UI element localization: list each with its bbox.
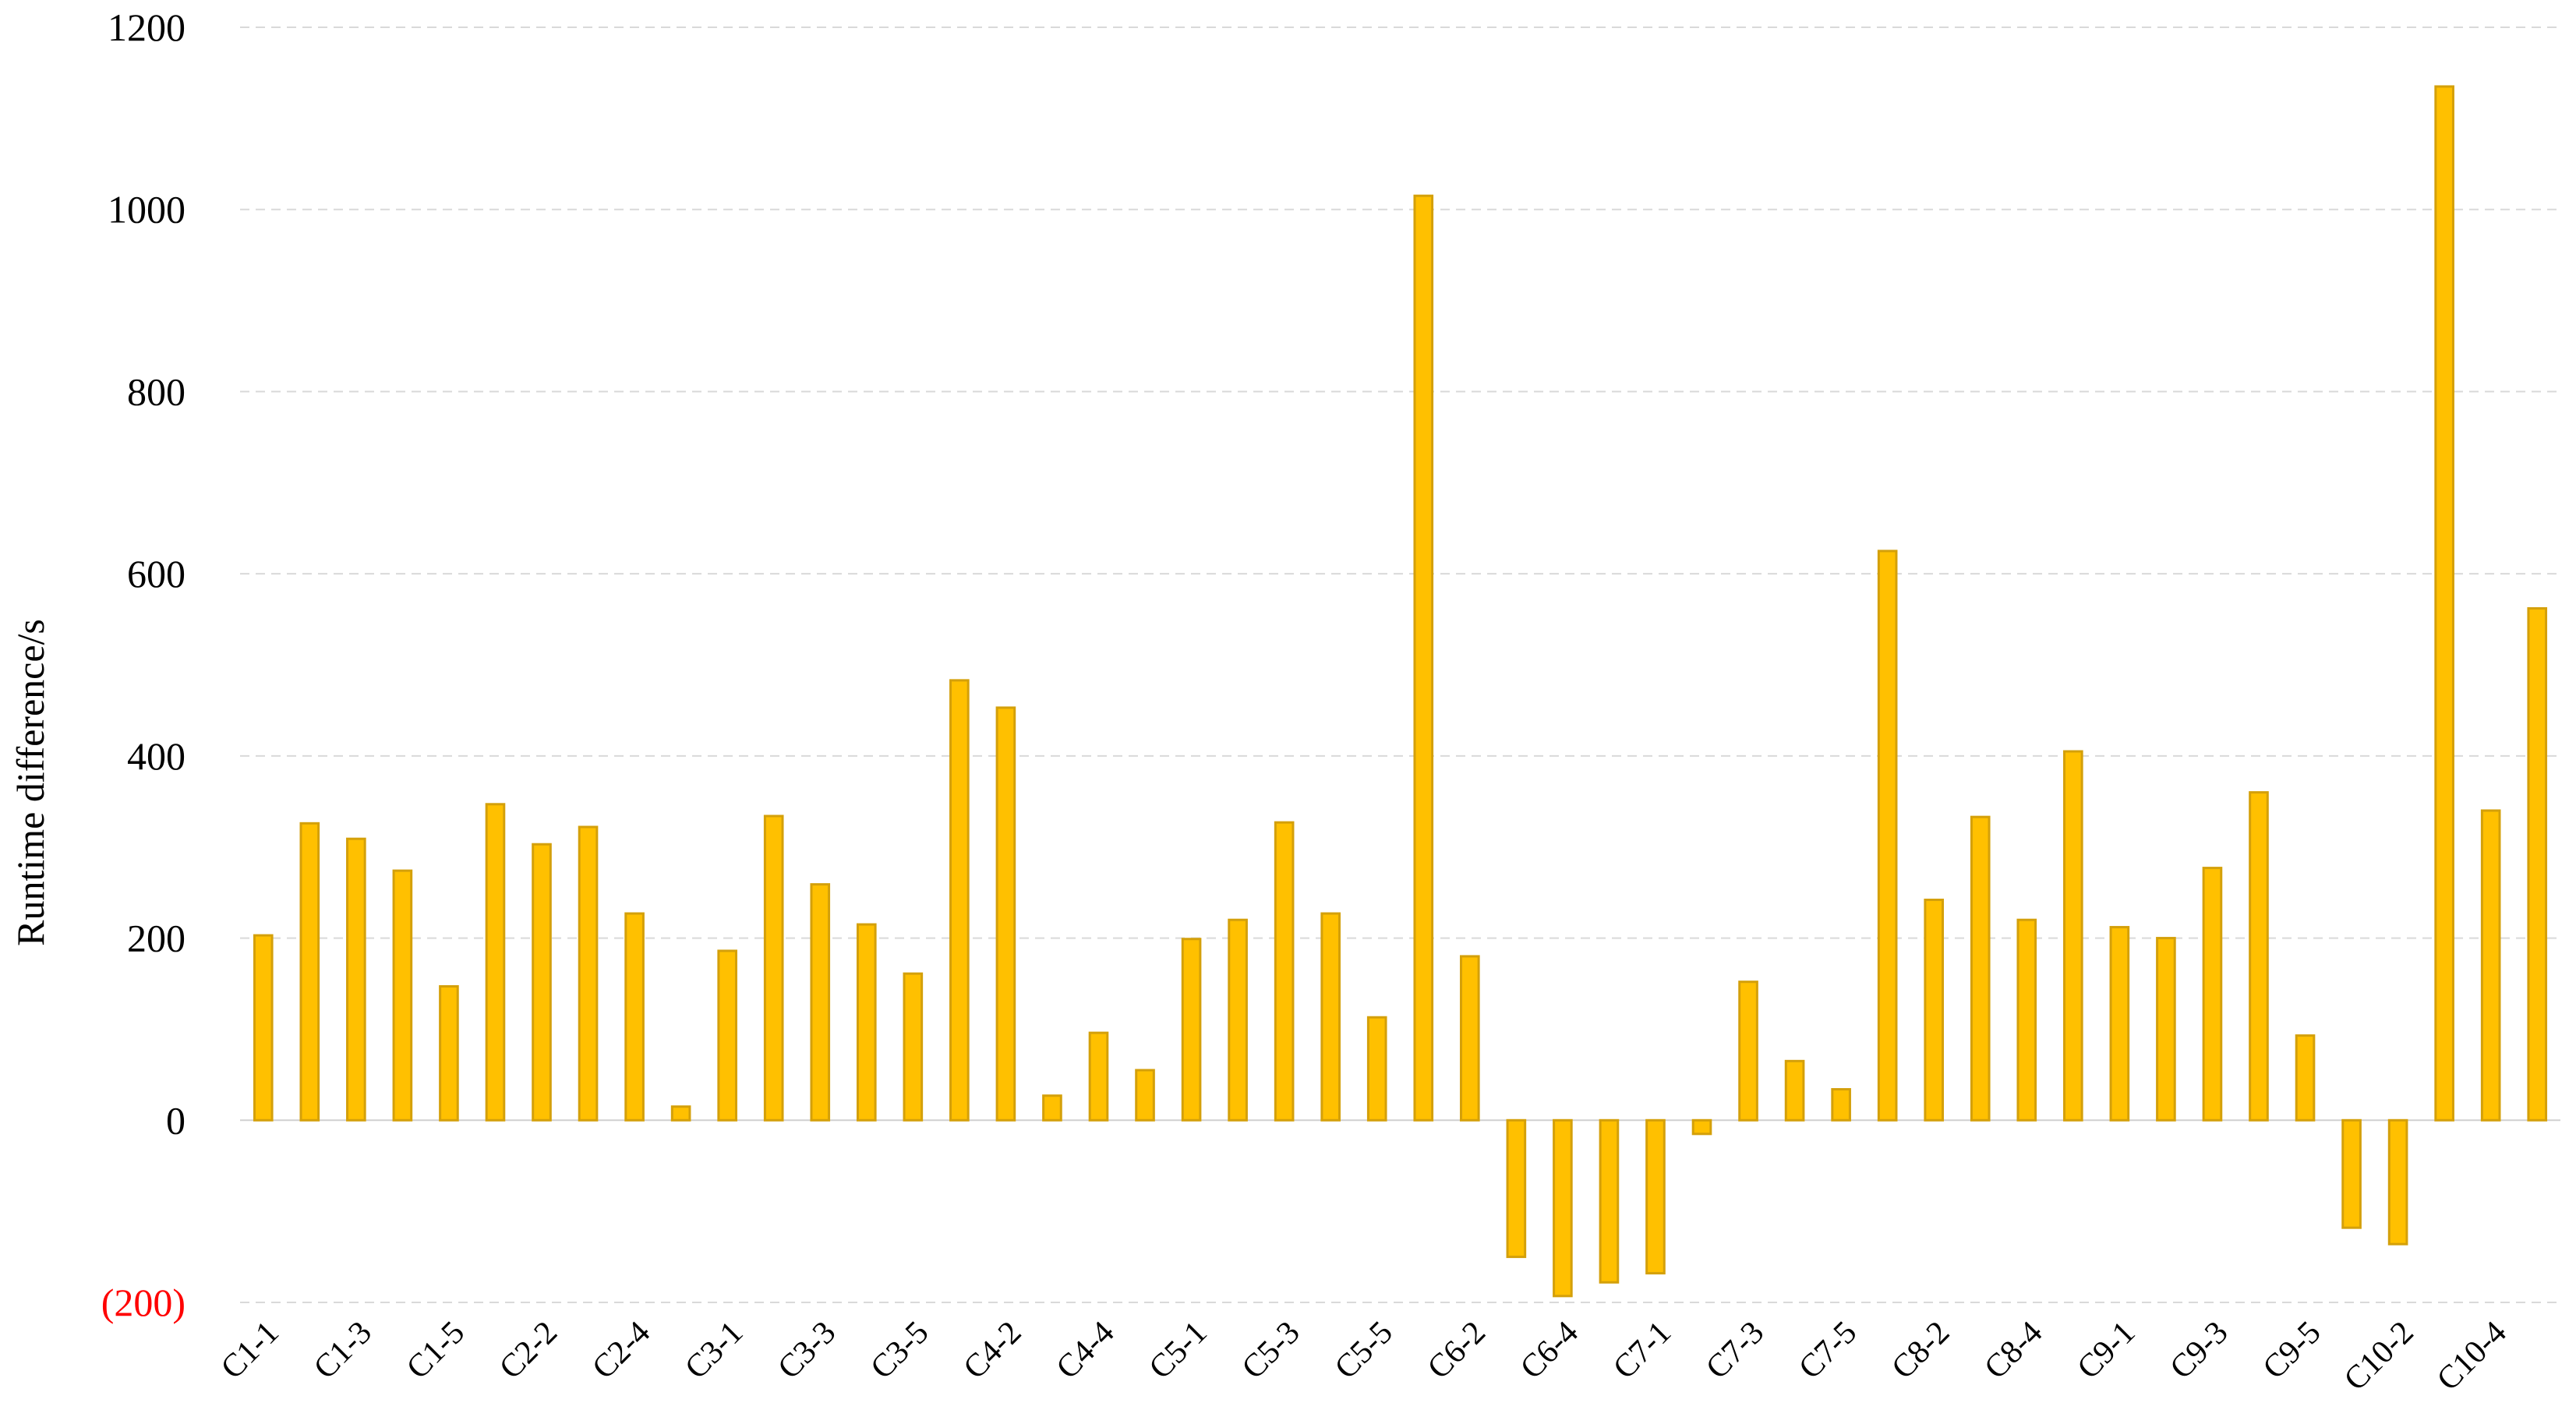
bar-c3-5 [903, 972, 924, 1122]
bar-c9-3 [2202, 867, 2223, 1122]
bar-c2-4 [624, 912, 645, 1122]
bar-c3-1 [717, 949, 737, 1122]
bars [253, 85, 2548, 1298]
bar-c2-1 [485, 803, 506, 1122]
y-axis-label: Runtime difference/s [9, 619, 52, 946]
x-axis-ticks: C1-1 C1-3 C1-5 C2-2 C2-4 C3-1 C3-3 C3-5 C4-2 C4-4… [214, 1315, 2514, 1398]
bar-c1-3 [346, 837, 366, 1122]
bar-c9-1 [2109, 926, 2130, 1122]
y-tick-label: 400 [127, 734, 186, 778]
x-tick-label: C7-3 [1699, 1315, 1771, 1387]
bar-c8-4 [2016, 918, 2037, 1122]
bar-c10-1 [2341, 1118, 2362, 1229]
bar-c6-3 [1506, 1118, 1527, 1259]
x-tick-label: C2-4 [585, 1315, 657, 1387]
bar-c3-4 [856, 923, 877, 1122]
bar-c3-3 [810, 883, 831, 1122]
bar-c4-5 [1135, 1069, 1155, 1122]
bar-c5-1 [1181, 938, 1202, 1122]
bar-c5-4 [1320, 912, 1341, 1122]
x-tick-label: C2-2 [493, 1315, 564, 1387]
x-tick-label: C5-3 [1235, 1315, 1307, 1387]
bar-c6-2 [1459, 955, 1480, 1122]
bar-c1-1 [253, 934, 274, 1122]
bar-c7-5 [1831, 1088, 1851, 1122]
bar-c1-4 [392, 869, 413, 1122]
bar-c1-5 [439, 985, 459, 1122]
bar-c6-5 [1599, 1118, 1620, 1284]
x-tick-label: C3-5 [864, 1315, 935, 1387]
bar-c5-2 [1228, 918, 1248, 1122]
bar-c1-2 [299, 822, 320, 1122]
bar-c6-1 [1413, 194, 1434, 1122]
x-tick-label: C5-1 [1143, 1315, 1214, 1387]
y-axis-ticks: (200) 0 200 400 600 800 1000 1200 [101, 5, 186, 1324]
x-tick-label: C7-5 [1792, 1315, 1864, 1387]
bar-c9-4 [2249, 791, 2269, 1122]
bar-c8-5 [2063, 750, 2083, 1122]
bar-c10-5 [2527, 607, 2548, 1122]
x-tick-label: C4-4 [1050, 1315, 1122, 1387]
bar-c7-1 [1645, 1118, 1666, 1275]
x-tick-label: C1-1 [214, 1315, 286, 1387]
bar-c9-5 [2295, 1034, 2316, 1122]
bar-c6-4 [1553, 1118, 1573, 1298]
bar-c10-4 [2480, 809, 2501, 1122]
bar-c4-1 [949, 679, 970, 1122]
x-tick-label: C1-5 [400, 1315, 472, 1387]
bar-c5-3 [1274, 821, 1295, 1122]
x-tick-label: C6-4 [1514, 1315, 1585, 1387]
x-tick-label: C1-3 [307, 1315, 379, 1387]
x-tick-label: C9-1 [2071, 1315, 2143, 1387]
x-tick-label: C3-3 [771, 1315, 843, 1387]
bar-c5-5 [1366, 1016, 1387, 1122]
x-tick-label: C6-2 [1421, 1315, 1493, 1387]
y-tick-label: 1200 [108, 5, 186, 49]
y-tick-label: 600 [127, 552, 186, 595]
y-tick-label: 0 [166, 1098, 186, 1142]
x-tick-label: C7-1 [1606, 1315, 1678, 1387]
bar-c4-2 [995, 706, 1016, 1122]
bar-c7-4 [1784, 1059, 1805, 1122]
bar-c10-2 [2387, 1118, 2408, 1246]
x-tick-label: C8-2 [1885, 1315, 1956, 1387]
bar-c10-3 [2434, 85, 2454, 1122]
bar-c4-4 [1088, 1031, 1109, 1122]
x-tick-label: C8-4 [1977, 1315, 2049, 1387]
bar-c8-2 [1924, 898, 1945, 1122]
x-tick-label: C9-5 [2256, 1315, 2328, 1387]
x-tick-label: C10-2 [2337, 1315, 2421, 1398]
bar-c8-1 [1877, 549, 1898, 1122]
x-tick-label: C4-2 [957, 1315, 1029, 1387]
bar-c8-3 [1970, 815, 1991, 1122]
y-tick-label: 200 [127, 917, 186, 960]
y-tick-label: 1000 [108, 188, 186, 231]
bar-c7-2 [1691, 1118, 1712, 1136]
bar-c3-2 [763, 814, 784, 1122]
x-tick-label: C5-5 [1328, 1315, 1400, 1387]
x-tick-label: C9-3 [2164, 1315, 2235, 1387]
bar-c2-3 [578, 825, 599, 1122]
bar-c9-2 [2156, 937, 2176, 1122]
bar-c7-3 [1738, 981, 1758, 1122]
bar-c2-5 [670, 1105, 691, 1122]
y-tick-label: 800 [127, 369, 186, 413]
y-tick-label: (200) [101, 1281, 186, 1324]
x-tick-label: C10-4 [2430, 1315, 2514, 1398]
bar-c4-3 [1042, 1094, 1062, 1122]
bar-c2-2 [532, 843, 552, 1122]
x-tick-label: C3-1 [678, 1315, 750, 1387]
